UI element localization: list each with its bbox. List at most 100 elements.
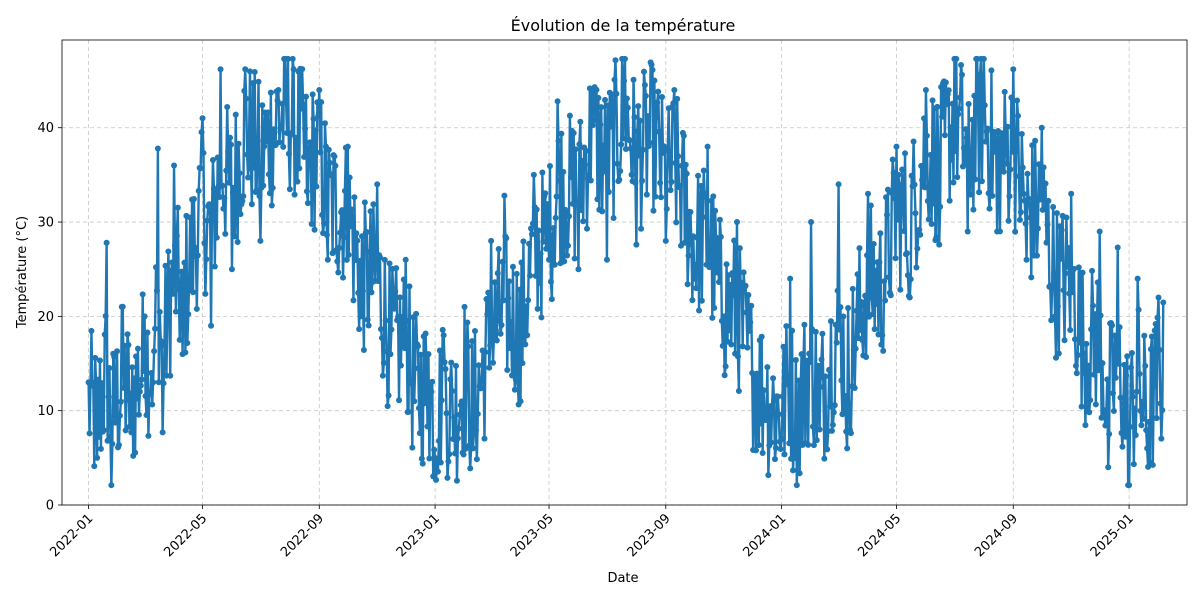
temperature-point — [367, 208, 374, 215]
temperature-point — [653, 114, 660, 121]
temperature-point — [829, 421, 836, 428]
temperature-point — [150, 379, 157, 386]
temperature-point — [991, 148, 998, 155]
temperature-point — [416, 430, 423, 437]
temperature-point — [639, 177, 646, 184]
temperature-point — [439, 326, 446, 333]
temperature-point — [609, 105, 616, 112]
temperature-point — [493, 337, 500, 344]
temperature-point — [775, 411, 782, 418]
temperature-point — [584, 225, 590, 232]
temperature-point — [152, 264, 159, 271]
temperature-point — [694, 234, 701, 241]
temperature-point — [511, 386, 518, 393]
temperature-point — [235, 140, 242, 147]
y-tick-label: 10 — [37, 404, 54, 419]
temperature-point — [911, 181, 918, 188]
temperature-point — [823, 433, 830, 440]
temperature-point — [153, 287, 160, 294]
temperature-point — [543, 245, 550, 252]
temperature-point — [965, 100, 972, 107]
temperature-point — [784, 381, 791, 388]
temperature-point — [859, 336, 866, 343]
temperature-point — [484, 311, 491, 318]
temperature-point — [867, 202, 874, 209]
temperature-point — [138, 376, 145, 383]
temperature-point — [208, 322, 215, 329]
temperature-point — [244, 151, 251, 158]
temperature-point — [1144, 445, 1151, 452]
temperature-point — [1027, 214, 1034, 221]
temperature-point — [604, 102, 611, 109]
temperature-point — [340, 234, 347, 241]
temperature-point — [1140, 415, 1147, 422]
temperature-point — [673, 219, 680, 226]
temperature-point — [890, 169, 897, 176]
temperature-point — [336, 244, 343, 251]
temperature-point — [813, 437, 820, 444]
temperature-point — [240, 193, 247, 200]
temperature-point — [526, 240, 533, 247]
temperature-point — [696, 207, 703, 214]
temperature-point — [492, 327, 499, 334]
temperature-point — [337, 229, 344, 236]
temperature-point — [1018, 130, 1025, 137]
temperature-point — [501, 192, 508, 199]
temperature-point — [267, 89, 274, 96]
temperature-point — [772, 444, 779, 451]
temperature-point — [474, 410, 481, 417]
temperature-point — [1058, 227, 1065, 234]
temperature-point — [582, 161, 589, 168]
temperature-point — [680, 132, 687, 139]
temperature-point — [659, 93, 665, 100]
temperature-point — [814, 381, 821, 388]
temperature-point — [374, 181, 381, 188]
temperature-point — [434, 468, 441, 475]
temperature-point — [597, 121, 604, 128]
temperature-point — [498, 321, 505, 328]
temperature-point — [1154, 314, 1161, 321]
temperature-point — [592, 117, 599, 124]
temperature-point — [290, 66, 297, 73]
temperature-point — [98, 380, 105, 387]
temperature-point — [881, 278, 888, 285]
temperature-point — [106, 365, 113, 372]
temperature-point — [266, 190, 273, 197]
temperature-point — [838, 377, 845, 384]
temperature-point — [707, 258, 714, 265]
temperature-point — [620, 135, 627, 142]
temperature-point — [566, 112, 573, 119]
temperature-point — [170, 290, 177, 297]
temperature-point — [628, 171, 635, 178]
temperature-point — [830, 409, 837, 416]
temperature-point — [827, 318, 834, 325]
temperature-point — [242, 66, 249, 73]
temperature-point — [1002, 131, 1009, 138]
temperature-point — [921, 184, 928, 191]
temperature-point — [1139, 398, 1146, 405]
temperature-point — [294, 178, 301, 185]
temperature-point — [381, 256, 388, 263]
temperature-point — [899, 166, 906, 173]
temperature-point — [1148, 333, 1155, 340]
temperature-point — [572, 146, 579, 153]
temperature-point — [431, 446, 438, 453]
temperature-point — [685, 252, 692, 259]
temperature-point — [846, 400, 853, 407]
temperature-point — [1119, 443, 1126, 450]
temperature-point — [603, 256, 610, 263]
temperature-point — [706, 264, 713, 271]
temperature-point — [844, 445, 851, 452]
temperature-point — [577, 118, 584, 125]
temperature-point — [700, 167, 707, 174]
temperature-point — [672, 159, 679, 166]
temperature-point — [1132, 432, 1139, 439]
temperature-point — [851, 385, 858, 392]
temperature-point — [868, 294, 875, 301]
temperature-point — [1133, 388, 1140, 395]
temperature-point — [548, 296, 555, 303]
temperature-point — [902, 150, 909, 157]
temperature-point — [696, 307, 703, 314]
temperature-point — [888, 190, 895, 197]
temperature-point — [594, 196, 601, 203]
